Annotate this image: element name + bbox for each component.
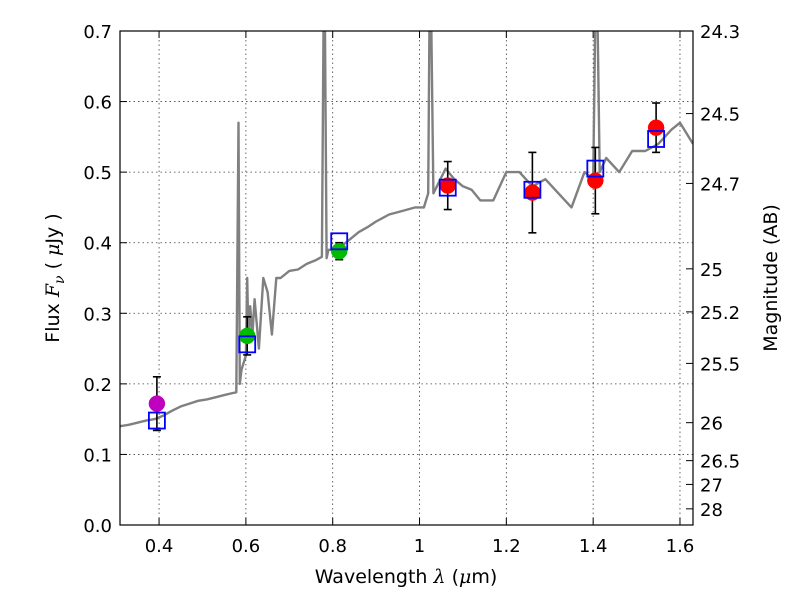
model-photometry-square (330, 232, 349, 251)
y2-tick-label: 25.5 (700, 354, 740, 375)
y-axis: 0.0 0.1 0.2 0.3 0.4 0.5 0.6 0.7 (83, 22, 127, 537)
model-photometry-square (238, 335, 257, 354)
y2-axis-label: Magnitude (AB) (760, 204, 782, 352)
grid-layer (120, 30, 693, 526)
y2-tick-label: 26 (700, 414, 723, 435)
y-tick-label: 0.6 (83, 93, 112, 114)
y2-axis: 24.3 24.5 24.7 25 25.2 25.5 26 26.527 28 (686, 22, 740, 521)
y-tick-label: 0.3 (83, 304, 112, 325)
y-tick-label: 0.5 (83, 163, 112, 184)
y-tick-label: 0.0 (83, 516, 112, 537)
x-tick-label: 1.2 (492, 536, 521, 557)
y2-tick-label: 28 (700, 500, 723, 521)
y2-tick-label: 24.3 (700, 22, 740, 43)
x-tick-label: 1.4 (579, 536, 608, 557)
y2-tick-label: 25.2 (700, 303, 740, 324)
plot-frame (119, 30, 694, 526)
model-photometry-squares (147, 130, 666, 430)
x-tick-label: 1.6 (666, 536, 695, 557)
x-tick-label: 0.6 (232, 536, 261, 557)
model-photometry-square (647, 130, 666, 148)
y-axis-label: Flux Fν ( μJy ) (42, 213, 68, 342)
model-spectrum-line (120, 31, 693, 428)
x-axis: 0.4 0.6 0.8 1 1.2 1.4 1.6 (145, 31, 695, 557)
x-tick-label: 0.8 (318, 536, 347, 557)
x-axis-label: Wavelength λ (μm) (315, 566, 498, 588)
plot-area (120, 31, 693, 432)
y2-tick-label: 24.5 (700, 105, 740, 126)
error-bars (152, 102, 661, 432)
y2-tick-label: 25 (700, 260, 723, 281)
x-tick-label: 0.4 (145, 536, 174, 557)
photometry-point (587, 172, 604, 189)
x-tick-label: 1 (414, 536, 425, 557)
y-tick-label: 0.2 (83, 375, 112, 396)
model-photometry-square (586, 159, 605, 178)
y2-tick-label: 26.5 (700, 452, 740, 473)
y-tick-label: 0.1 (83, 445, 112, 466)
y2-tick-label: 24.7 (700, 174, 740, 195)
model-photometry-square (147, 411, 166, 430)
y-tick-label: 0.7 (83, 22, 112, 43)
model-photometry-square (523, 180, 542, 199)
photometry-point (148, 395, 166, 412)
y2-tick-label: 27 (700, 475, 723, 496)
photometry-point (647, 119, 665, 136)
photometry-points (148, 119, 665, 412)
model-photometry-square (438, 178, 457, 197)
photometry-point (330, 242, 348, 260)
y-tick-label: 0.4 (83, 234, 112, 255)
